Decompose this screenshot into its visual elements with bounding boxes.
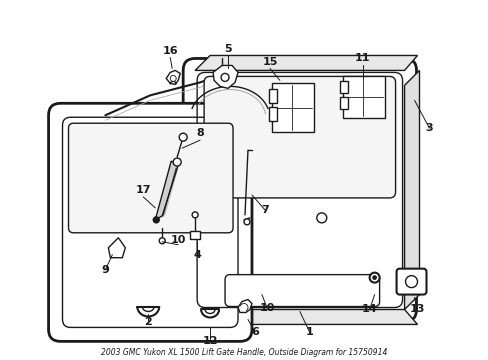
FancyBboxPatch shape [48,103,251,341]
Circle shape [173,158,181,166]
Circle shape [244,219,249,225]
FancyBboxPatch shape [342,76,384,118]
Text: 4: 4 [193,250,201,260]
Polygon shape [155,161,178,220]
FancyBboxPatch shape [268,89,276,103]
Polygon shape [195,55,417,71]
FancyBboxPatch shape [203,76,395,198]
Text: 13: 13 [409,305,425,315]
Text: 6: 6 [250,327,258,337]
Polygon shape [195,310,417,324]
Text: 16: 16 [162,45,178,55]
Text: 3: 3 [425,123,432,133]
Polygon shape [404,71,419,310]
FancyBboxPatch shape [339,97,347,109]
Circle shape [192,212,198,218]
Text: 9: 9 [101,265,109,275]
Text: 5: 5 [224,44,231,54]
Text: 10: 10 [170,235,185,245]
Polygon shape [166,71,180,84]
FancyBboxPatch shape [224,275,379,306]
FancyBboxPatch shape [183,58,416,321]
Text: 7: 7 [261,205,268,215]
Circle shape [316,213,326,223]
Text: 2003 GMC Yukon XL 1500 Lift Gate Handle, Outside Diagram for 15750914: 2003 GMC Yukon XL 1500 Lift Gate Handle,… [101,348,386,357]
FancyBboxPatch shape [68,123,233,233]
FancyBboxPatch shape [339,81,347,93]
Polygon shape [108,238,125,258]
Text: 8: 8 [196,128,203,138]
Circle shape [372,276,376,280]
Text: 11: 11 [354,54,369,63]
Text: 2: 2 [144,318,152,328]
Circle shape [153,217,159,223]
Text: 15: 15 [262,58,277,67]
Polygon shape [238,300,251,312]
Text: 1: 1 [305,327,313,337]
FancyBboxPatch shape [396,269,426,294]
Circle shape [221,73,228,81]
FancyBboxPatch shape [271,84,313,132]
Text: 12: 12 [202,336,217,346]
FancyBboxPatch shape [268,107,276,121]
Circle shape [369,273,379,283]
Circle shape [405,276,417,288]
Text: 10: 10 [259,302,274,312]
Text: 14: 14 [361,305,377,315]
FancyBboxPatch shape [190,231,200,239]
Circle shape [170,75,176,81]
Polygon shape [213,66,238,88]
Text: 17: 17 [135,185,151,195]
Circle shape [179,133,187,141]
Circle shape [159,238,165,244]
